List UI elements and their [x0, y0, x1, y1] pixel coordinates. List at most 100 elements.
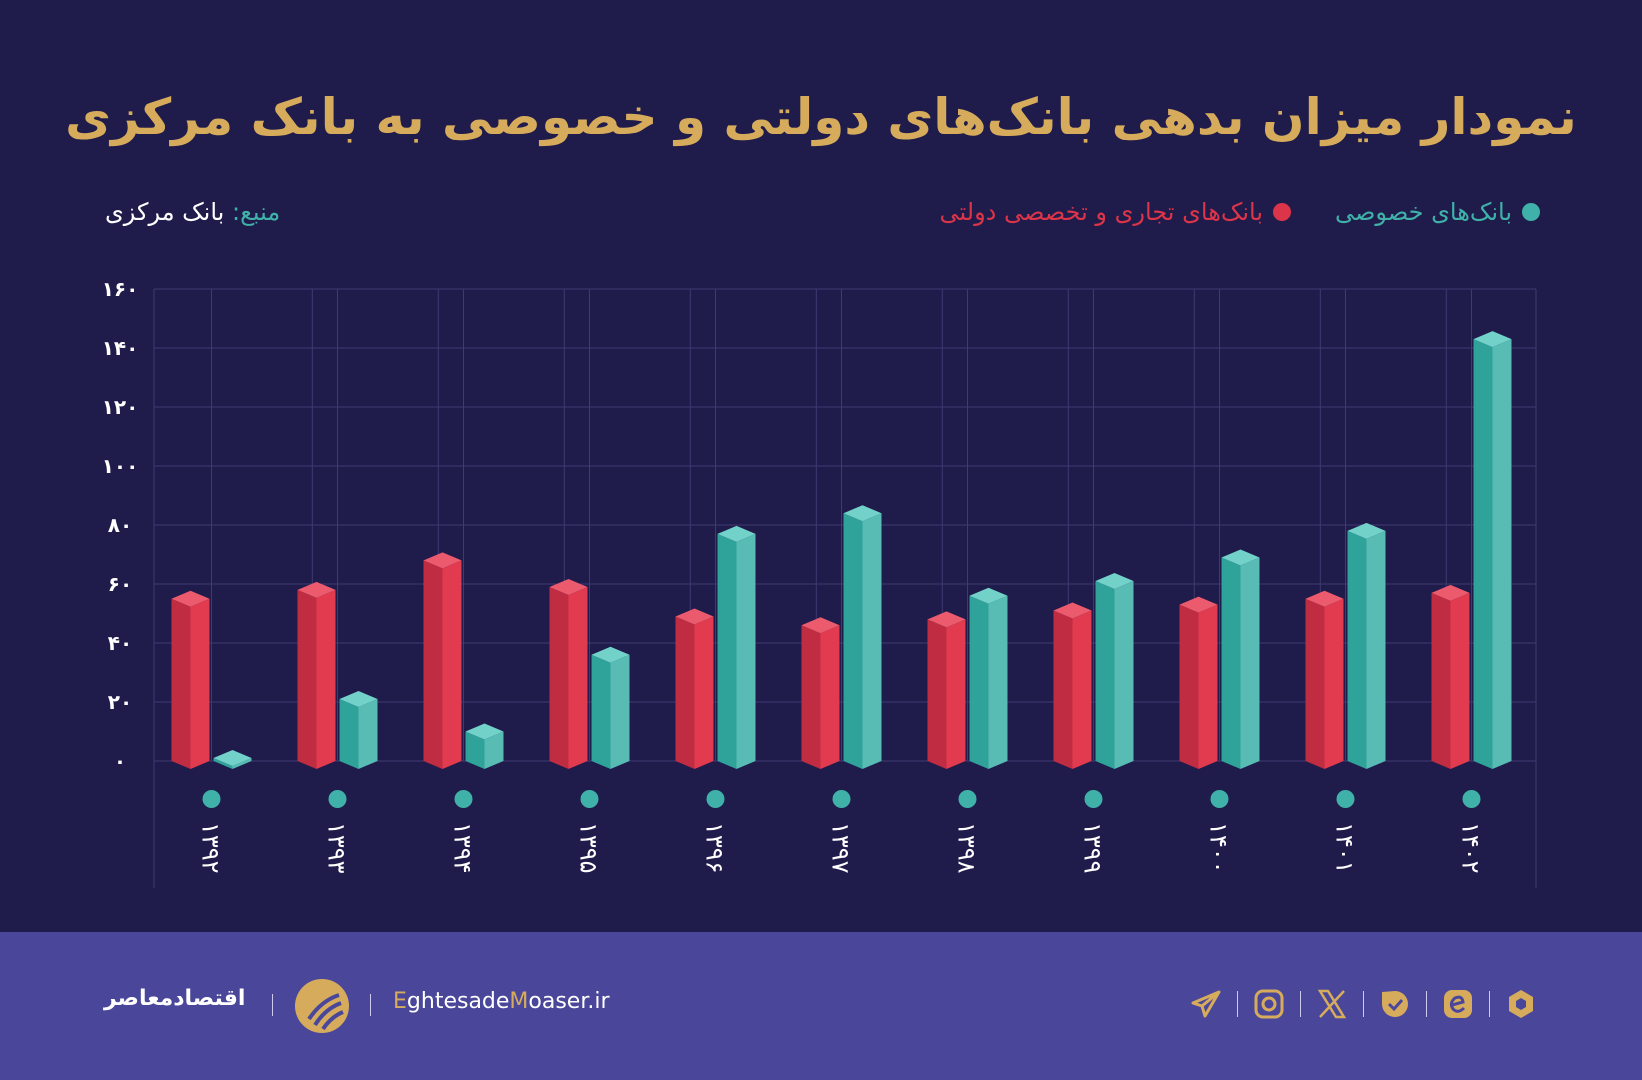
rubika-icon[interactable]	[1504, 987, 1538, 1021]
bar-top-cap	[591, 646, 630, 663]
bar-left-face	[1179, 604, 1199, 769]
category-dot	[1084, 790, 1103, 808]
bar-right-face	[1240, 557, 1260, 769]
bar-state-8	[1179, 596, 1218, 769]
bar-top-cap	[1473, 331, 1512, 348]
divider	[370, 994, 371, 1016]
bar-top-cap	[675, 608, 714, 625]
bar-right-face	[1366, 530, 1386, 769]
social-links	[1189, 987, 1538, 1021]
category-dot	[706, 790, 725, 808]
bar-left-face	[1095, 581, 1115, 769]
bar-left-face	[297, 589, 317, 769]
divider	[1363, 991, 1364, 1017]
footer: اقتصادمعاصر EghtesadeMoaser.ir	[0, 932, 1642, 1080]
y-tick-label: ۰	[114, 749, 126, 773]
bar-left-face	[1431, 592, 1451, 769]
source-label: منبع:	[231, 198, 281, 226]
bar-top-cap	[1221, 549, 1260, 566]
bar-top-cap	[297, 581, 336, 598]
bar-top-cap	[339, 691, 378, 708]
bar-right-face	[1492, 339, 1512, 769]
chart-title: نمودار میزان بدهی بانک‌های دولتی و خصوصی…	[65, 88, 1578, 146]
category-dot	[328, 790, 347, 808]
bar-state-9	[1305, 590, 1344, 769]
bar-state-0	[171, 590, 210, 769]
bar-top-cap	[465, 723, 504, 740]
bar-left-face	[1221, 557, 1241, 769]
bar-right-face	[988, 595, 1008, 769]
bar-right-face	[736, 533, 756, 769]
bar-private-0	[213, 750, 252, 769]
bar-state-7	[1053, 602, 1092, 769]
category-dot	[580, 790, 599, 808]
y-tick-label: ۸۰	[108, 513, 132, 537]
bar-right-face	[316, 589, 336, 769]
y-tick-label: ۱۶۰	[102, 277, 139, 301]
x-tick-label: ۱۳۹۶	[701, 822, 729, 874]
bar-left-face	[1473, 339, 1493, 769]
x-tick-label: ۱۳۹۵	[575, 822, 603, 874]
instagram-icon[interactable]	[1252, 987, 1286, 1021]
bar-right-face	[358, 699, 378, 769]
legend-label-private: بانک‌های خصوصی	[1335, 198, 1512, 226]
legend-dot-state	[1273, 203, 1292, 221]
bar-right-face	[610, 654, 630, 769]
legend: بانک‌های خصوصی بانک‌های تجاری و تخصصی دو…	[940, 198, 1540, 226]
x-tick-label: ۱۳۹۴	[449, 822, 477, 874]
bar-left-face	[549, 586, 569, 769]
bar-state-10	[1431, 584, 1470, 769]
y-tick-label: ۶۰	[108, 572, 132, 596]
bar-top-cap	[213, 750, 252, 767]
legend-dot-private	[1522, 203, 1540, 221]
bar-top-cap	[1095, 573, 1134, 590]
bar-top-cap	[549, 578, 588, 595]
x-icon[interactable]	[1315, 987, 1349, 1021]
site-text: M	[509, 989, 529, 1014]
website-link[interactable]: EghtesadeMoaser.ir	[393, 989, 610, 1014]
y-tick-label: ۱۴۰	[102, 336, 139, 360]
site-text: oaser.ir	[528, 989, 610, 1014]
divider	[1237, 991, 1238, 1017]
bar-top-cap	[1431, 584, 1470, 601]
bar-private-5	[843, 505, 882, 769]
eitaa-icon[interactable]	[1441, 987, 1475, 1021]
divider	[272, 994, 273, 1016]
telegram-icon[interactable]	[1189, 987, 1223, 1021]
y-tick-label: ۱۰۰	[102, 454, 139, 478]
bar-left-face	[171, 598, 191, 769]
x-tick-label: ۱۴۰۱	[1331, 822, 1359, 874]
bar-top-cap	[171, 590, 210, 607]
legend-item-private: بانک‌های خصوصی	[1335, 198, 1540, 226]
bar-right-face	[484, 731, 504, 769]
bar-top-cap	[1179, 596, 1218, 613]
x-tick-label: ۱۳۹۹	[1079, 822, 1107, 874]
x-tick-label: ۱۳۹۲	[197, 822, 225, 874]
source-value: بانک مرکزی	[105, 198, 225, 226]
bar-state-2	[423, 552, 462, 769]
bar-state-1	[297, 581, 336, 769]
bar-left-face	[969, 595, 989, 769]
bar-top-cap	[801, 617, 840, 634]
bar-left-face	[1053, 610, 1073, 769]
bar-private-2	[465, 723, 504, 769]
bar-left-face	[213, 758, 233, 769]
bar-private-10	[1473, 331, 1512, 769]
bar-chart: ۰ ۲۰ ۴۰ ۶۰ ۸۰ ۱۰۰ ۱۲۰ ۱۴۰ ۱۶۰ ۱۳۹۲ ۱۳۹۳ ۱۳۹۴ ۱۳۹۵ ۱۳۹…	[102, 277, 1537, 888]
source: منبع: بانک مرکزی	[105, 198, 280, 226]
category-dot	[1336, 790, 1355, 808]
bar-left-face	[843, 513, 863, 769]
bar-private-9	[1347, 522, 1386, 769]
brand-logo	[295, 979, 349, 1033]
bar-private-1	[339, 691, 378, 769]
bar-private-8	[1221, 549, 1260, 769]
site-text: ghtesade	[406, 989, 510, 1014]
bale-icon[interactable]	[1378, 987, 1412, 1021]
bar-left-face	[801, 625, 821, 769]
bar-right-face	[1198, 604, 1218, 769]
bar-right-face	[568, 586, 588, 769]
bar-state-3	[549, 578, 588, 769]
category-dot	[1210, 790, 1229, 808]
bar-right-face	[694, 616, 714, 769]
bar-state-5	[801, 617, 840, 769]
